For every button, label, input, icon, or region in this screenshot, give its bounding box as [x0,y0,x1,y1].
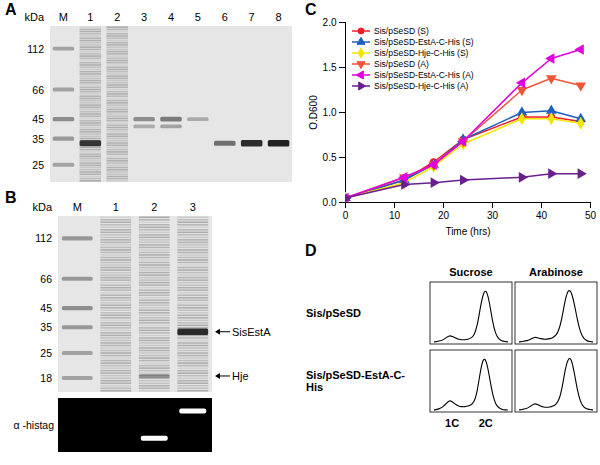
svg-text:112: 112 [35,232,52,244]
svg-text:5: 5 [195,11,201,23]
svg-text:50: 50 [585,210,597,221]
svg-text:0: 0 [343,210,349,221]
svg-text:1: 1 [113,201,119,213]
html-text:Sis/pSeSD: Sis/pSeSD [306,307,361,319]
svg-text:35: 35 [40,321,52,333]
svg-text:1: 1 [87,11,93,23]
svg-text:kDa: kDa [32,201,52,213]
svg-text:25: 25 [32,159,44,171]
svg-text:66: 66 [40,273,52,285]
svg-text:2C: 2C [479,417,493,429]
svg-text:10: 10 [389,210,401,221]
svg-text:30: 30 [487,210,499,221]
svg-text:SisEstA: SisEstA [232,326,271,338]
svg-text:kDa: kDa [24,11,44,23]
svg-text:45: 45 [40,302,52,314]
svg-text:1.0: 1.0 [323,107,337,118]
svg-text:8: 8 [275,11,281,23]
svg-text:O.D600: O.D600 [308,95,319,130]
svg-text:25: 25 [40,347,52,359]
svg-text:Hje: Hje [232,370,249,382]
svg-text:B: B [5,189,17,206]
svg-text:Sis/pSeSD (S): Sis/pSeSD (S) [374,26,429,36]
svg-text:6: 6 [222,11,228,23]
svg-text:Sis/pSeSD (A): Sis/pSeSD (A) [374,59,429,69]
svg-text:3: 3 [190,201,196,213]
svg-text:Sis/pSeSD-Hje-C-His (S): Sis/pSeSD-Hje-C-His (S) [374,48,469,58]
svg-text:A: A [5,1,17,18]
svg-text:40: 40 [536,210,548,221]
svg-text:3: 3 [141,11,147,23]
svg-text:35: 35 [32,133,44,145]
svg-text:20: 20 [438,210,450,221]
svg-text:2: 2 [151,201,157,213]
svg-text:2: 2 [114,11,120,23]
svg-text:Time (hrs): Time (hrs) [445,226,490,237]
svg-text:Sucrose: Sucrose [449,266,492,278]
svg-text:C: C [305,1,317,18]
svg-text:M: M [73,201,82,213]
svg-text:45: 45 [32,113,44,125]
svg-text:7: 7 [249,11,255,23]
svg-text:112: 112 [27,43,44,55]
svg-text:Sis/pSeSD-EstA-C-His (A): Sis/pSeSD-EstA-C-His (A) [374,70,474,80]
svg-text:0.5: 0.5 [323,152,337,163]
html-text:Sis/pSeSD-EstA-C-His: Sis/pSeSD-EstA-C-His [306,369,405,393]
svg-text:Sis/pSeSD-Hje-C-His (A): Sis/pSeSD-Hje-C-His (A) [374,81,469,91]
svg-text:0.0: 0.0 [323,197,337,208]
svg-text:1.5: 1.5 [323,62,337,73]
svg-text:Sis/pSeSD-EstA-C-His (S): Sis/pSeSD-EstA-C-His (S) [374,37,474,47]
svg-text:66: 66 [32,84,44,96]
svg-text:D: D [305,242,317,259]
svg-text:2.0: 2.0 [323,17,337,28]
svg-text:4: 4 [168,11,174,23]
svg-text:Arabinose: Arabinose [529,266,583,278]
svg-text:α -histag: α -histag [13,419,54,431]
svg-text:M: M [59,11,68,23]
svg-text:18: 18 [40,372,52,384]
svg-text:1C: 1C [445,417,459,429]
